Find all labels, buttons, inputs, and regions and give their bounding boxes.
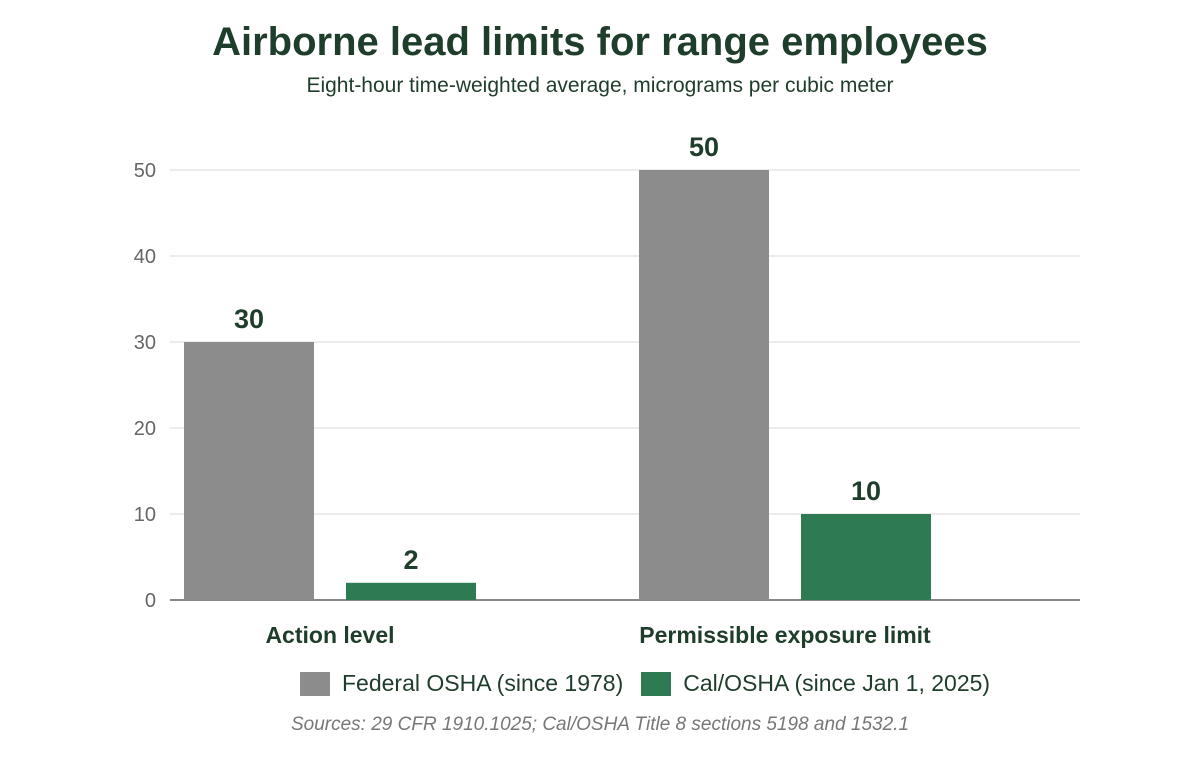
bar-1-1 <box>801 514 931 600</box>
y-tick-label-0: 0 <box>145 590 156 612</box>
y-tick-label-50: 50 <box>134 160 156 182</box>
data-label-0-1: 2 <box>403 545 418 575</box>
data-label-1-1: 10 <box>851 476 881 506</box>
legend-swatch-federal <box>300 671 330 696</box>
category-label-1: Permissible exposure limit <box>639 622 931 648</box>
chart-subtitle: Eight-hour time-weighted average, microg… <box>306 74 894 97</box>
labels: 0 10 20 30 40 50 30 2 Action level 50 10 Permissibl… <box>134 132 931 648</box>
legend-label-cal: Cal/OSHA (since Jan 1, 2025) <box>683 670 991 696</box>
y-tick-label-40: 40 <box>134 246 156 268</box>
bar-chart: 0 10 20 30 40 50 30 2 Action level 50 10 Permissibl… <box>134 132 1080 648</box>
bars <box>184 170 931 600</box>
bar-1-0 <box>639 170 769 600</box>
legend: Federal OSHA (since 1978) Cal/OSHA (sinc… <box>300 670 1008 697</box>
y-tick-label-30: 30 <box>134 332 156 354</box>
legend-item-federal: Federal OSHA (since 1978) <box>300 670 623 697</box>
source-note: Sources: 29 CFR 1910.1025; Cal/OSHA Titl… <box>290 714 910 735</box>
y-tick-label-10: 10 <box>134 504 156 526</box>
y-tick-label-20: 20 <box>134 418 156 440</box>
data-label-1-0: 50 <box>689 132 719 162</box>
bar-0-1 <box>346 582 476 600</box>
chart-title: Airborne lead limits for range employees <box>212 20 988 64</box>
category-label-0: Action level <box>265 622 394 648</box>
bar-0-0 <box>184 342 314 600</box>
legend-swatch-cal <box>641 671 672 696</box>
legend-item-cal: Cal/OSHA (since Jan 1, 2025) <box>641 670 990 697</box>
data-label-0-0: 30 <box>234 304 264 334</box>
legend-label-federal: Federal OSHA (since 1978) <box>342 670 624 696</box>
